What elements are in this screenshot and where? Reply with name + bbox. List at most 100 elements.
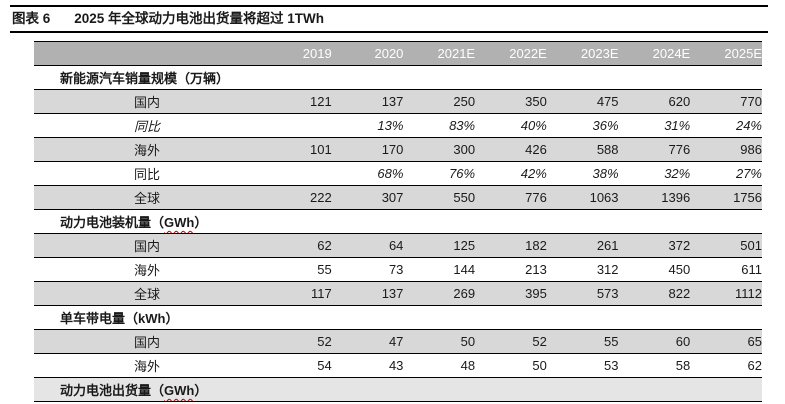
year-column-header: 2023E bbox=[546, 41, 619, 66]
section-title-text: 新能源汽车销量规模（万辆） bbox=[60, 71, 230, 86]
value-cell: 1396 bbox=[618, 185, 691, 210]
value-cell: 83% bbox=[403, 113, 476, 138]
value-cell: 42% bbox=[475, 161, 547, 186]
value-cell bbox=[260, 113, 332, 138]
value-cell: 53 bbox=[546, 353, 619, 378]
value-cell: 475 bbox=[546, 89, 619, 114]
year-header-row: 2019 2020 2021E 2022E 2023E 2024E 2025E bbox=[34, 41, 762, 66]
value-cell: 350 bbox=[475, 89, 547, 114]
value-cell: 40% bbox=[475, 113, 547, 138]
value-cell: 426 bbox=[475, 137, 547, 162]
value-cell: 182 bbox=[475, 233, 547, 258]
value-cell: 137 bbox=[331, 281, 404, 306]
value-cell: 250 bbox=[403, 89, 476, 114]
section-title-suffix: ） bbox=[194, 383, 208, 398]
year-column-header: 2021E bbox=[403, 41, 476, 66]
value-cell: 60 bbox=[618, 329, 691, 354]
row-label-cell: 国内 bbox=[34, 89, 260, 114]
value-cell: 24% bbox=[690, 113, 762, 138]
table-row: 国内 62 64 125 182 261 372 501 bbox=[34, 233, 762, 258]
value-cell: 395 bbox=[475, 281, 547, 306]
value-cell: 372 bbox=[618, 233, 691, 258]
value-cell: 55 bbox=[260, 257, 332, 282]
table-row: 国内 52 47 50 52 55 60 65 bbox=[34, 329, 762, 354]
year-column-header: 2020 bbox=[331, 41, 404, 66]
section-title-unit-misspelled: GWh bbox=[164, 215, 195, 230]
value-cell: 986 bbox=[690, 137, 762, 162]
row-label-cell: 同比 bbox=[34, 161, 260, 186]
value-cell: 52 bbox=[260, 329, 332, 354]
value-cell: 27% bbox=[690, 161, 762, 186]
value-cell: 55 bbox=[546, 329, 619, 354]
battery-shipment-table: 2019 2020 2021E 2022E 2023E 2024E 2025E 新能源汽车销… bbox=[34, 41, 762, 402]
section-header-row: 新能源汽车销量规模（万辆） bbox=[34, 65, 762, 90]
figure-title-row: 图表 6 2025 年全球动力电池出货量将超过 1TWh bbox=[10, 7, 768, 31]
value-cell: 261 bbox=[546, 233, 619, 258]
value-cell: 300 bbox=[403, 137, 476, 162]
figure-title-block: 图表 6 2025 年全球动力电池出货量将超过 1TWh bbox=[10, 5, 768, 33]
value-cell: 450 bbox=[618, 257, 691, 282]
value-cell: 121 bbox=[260, 89, 332, 114]
value-cell: 13% bbox=[331, 113, 404, 138]
value-cell: 65 bbox=[690, 329, 762, 354]
report-figure-table: 图表 6 2025 年全球动力电池出货量将超过 1TWh 2019 2020 2021… bbox=[0, 5, 785, 404]
value-cell: 64 bbox=[331, 233, 404, 258]
value-cell: 76% bbox=[403, 161, 476, 186]
value-cell: 573 bbox=[546, 281, 619, 306]
value-cell: 269 bbox=[403, 281, 476, 306]
value-cell: 307 bbox=[331, 185, 404, 210]
year-column-header: 2024E bbox=[618, 41, 691, 66]
row-label-cell: 海外 bbox=[34, 353, 260, 378]
row-label-cell: 国内 bbox=[34, 329, 260, 354]
value-cell: 101 bbox=[260, 137, 332, 162]
section-header-row: 动力电池装机量（GWh） bbox=[34, 209, 762, 234]
section-header-row: 单车带电量（kWh） bbox=[34, 305, 762, 330]
value-cell: 54 bbox=[260, 353, 332, 378]
value-cell: 1112 bbox=[690, 281, 762, 306]
table-row: 全球 117 137 269 395 573 822 1112 bbox=[34, 281, 762, 306]
figure-label: 图表 6 bbox=[12, 11, 51, 26]
label-column-header bbox=[34, 41, 260, 66]
value-cell: 822 bbox=[618, 281, 691, 306]
value-cell: 1063 bbox=[546, 185, 619, 210]
value-cell: 62 bbox=[690, 353, 762, 378]
value-cell: 62 bbox=[260, 233, 332, 258]
value-cell: 611 bbox=[690, 257, 762, 282]
year-column-header: 2019 bbox=[260, 41, 332, 66]
table-row: 海外 55 73 144 213 312 450 611 bbox=[34, 257, 762, 282]
year-column-header: 2025E bbox=[690, 41, 762, 66]
section-title-unit-misspelled: GWh bbox=[164, 383, 195, 398]
row-label-cell: 海外 bbox=[34, 257, 260, 282]
value-cell: 52 bbox=[475, 329, 547, 354]
section-title-suffix: ） bbox=[194, 215, 208, 230]
figure-title: 2025 年全球动力电池出货量将超过 1TWh bbox=[74, 11, 325, 26]
section-title-text: 单车带电量（kWh） bbox=[60, 311, 179, 326]
value-cell: 50 bbox=[475, 353, 547, 378]
value-cell: 222 bbox=[260, 185, 332, 210]
value-cell: 73 bbox=[331, 257, 404, 282]
table-row: 海外 101 170 300 426 588 776 986 bbox=[34, 137, 762, 162]
value-cell: 588 bbox=[546, 137, 619, 162]
value-cell: 137 bbox=[331, 89, 404, 114]
value-cell: 144 bbox=[403, 257, 476, 282]
table-row: 同比 68% 76% 42% 38% 32% 27% bbox=[34, 161, 762, 186]
value-cell: 58 bbox=[618, 353, 691, 378]
section-title-cell: 单车带电量（kWh） bbox=[34, 305, 762, 330]
row-label-cell: 海外 bbox=[34, 137, 260, 162]
section-title-cell: 新能源汽车销量规模（万辆） bbox=[34, 65, 762, 90]
title-top-rule bbox=[10, 5, 768, 7]
table-row: 同比 13% 83% 40% 36% 31% 24% bbox=[34, 113, 762, 138]
value-cell: 117 bbox=[260, 281, 332, 306]
value-cell: 776 bbox=[475, 185, 547, 210]
value-cell: 32% bbox=[618, 161, 691, 186]
value-cell bbox=[260, 161, 332, 186]
row-label-cell: 全球 bbox=[34, 281, 260, 306]
value-cell: 213 bbox=[475, 257, 547, 282]
value-cell: 36% bbox=[546, 113, 619, 138]
value-cell: 47 bbox=[331, 329, 404, 354]
table-row: 全球 222 307 550 776 1063 1396 1756 bbox=[34, 185, 762, 210]
title-bottom-rule bbox=[10, 31, 768, 33]
value-cell: 501 bbox=[690, 233, 762, 258]
year-column-header: 2022E bbox=[475, 41, 547, 66]
section-title-cell: 动力电池装机量（GWh） bbox=[34, 209, 762, 234]
